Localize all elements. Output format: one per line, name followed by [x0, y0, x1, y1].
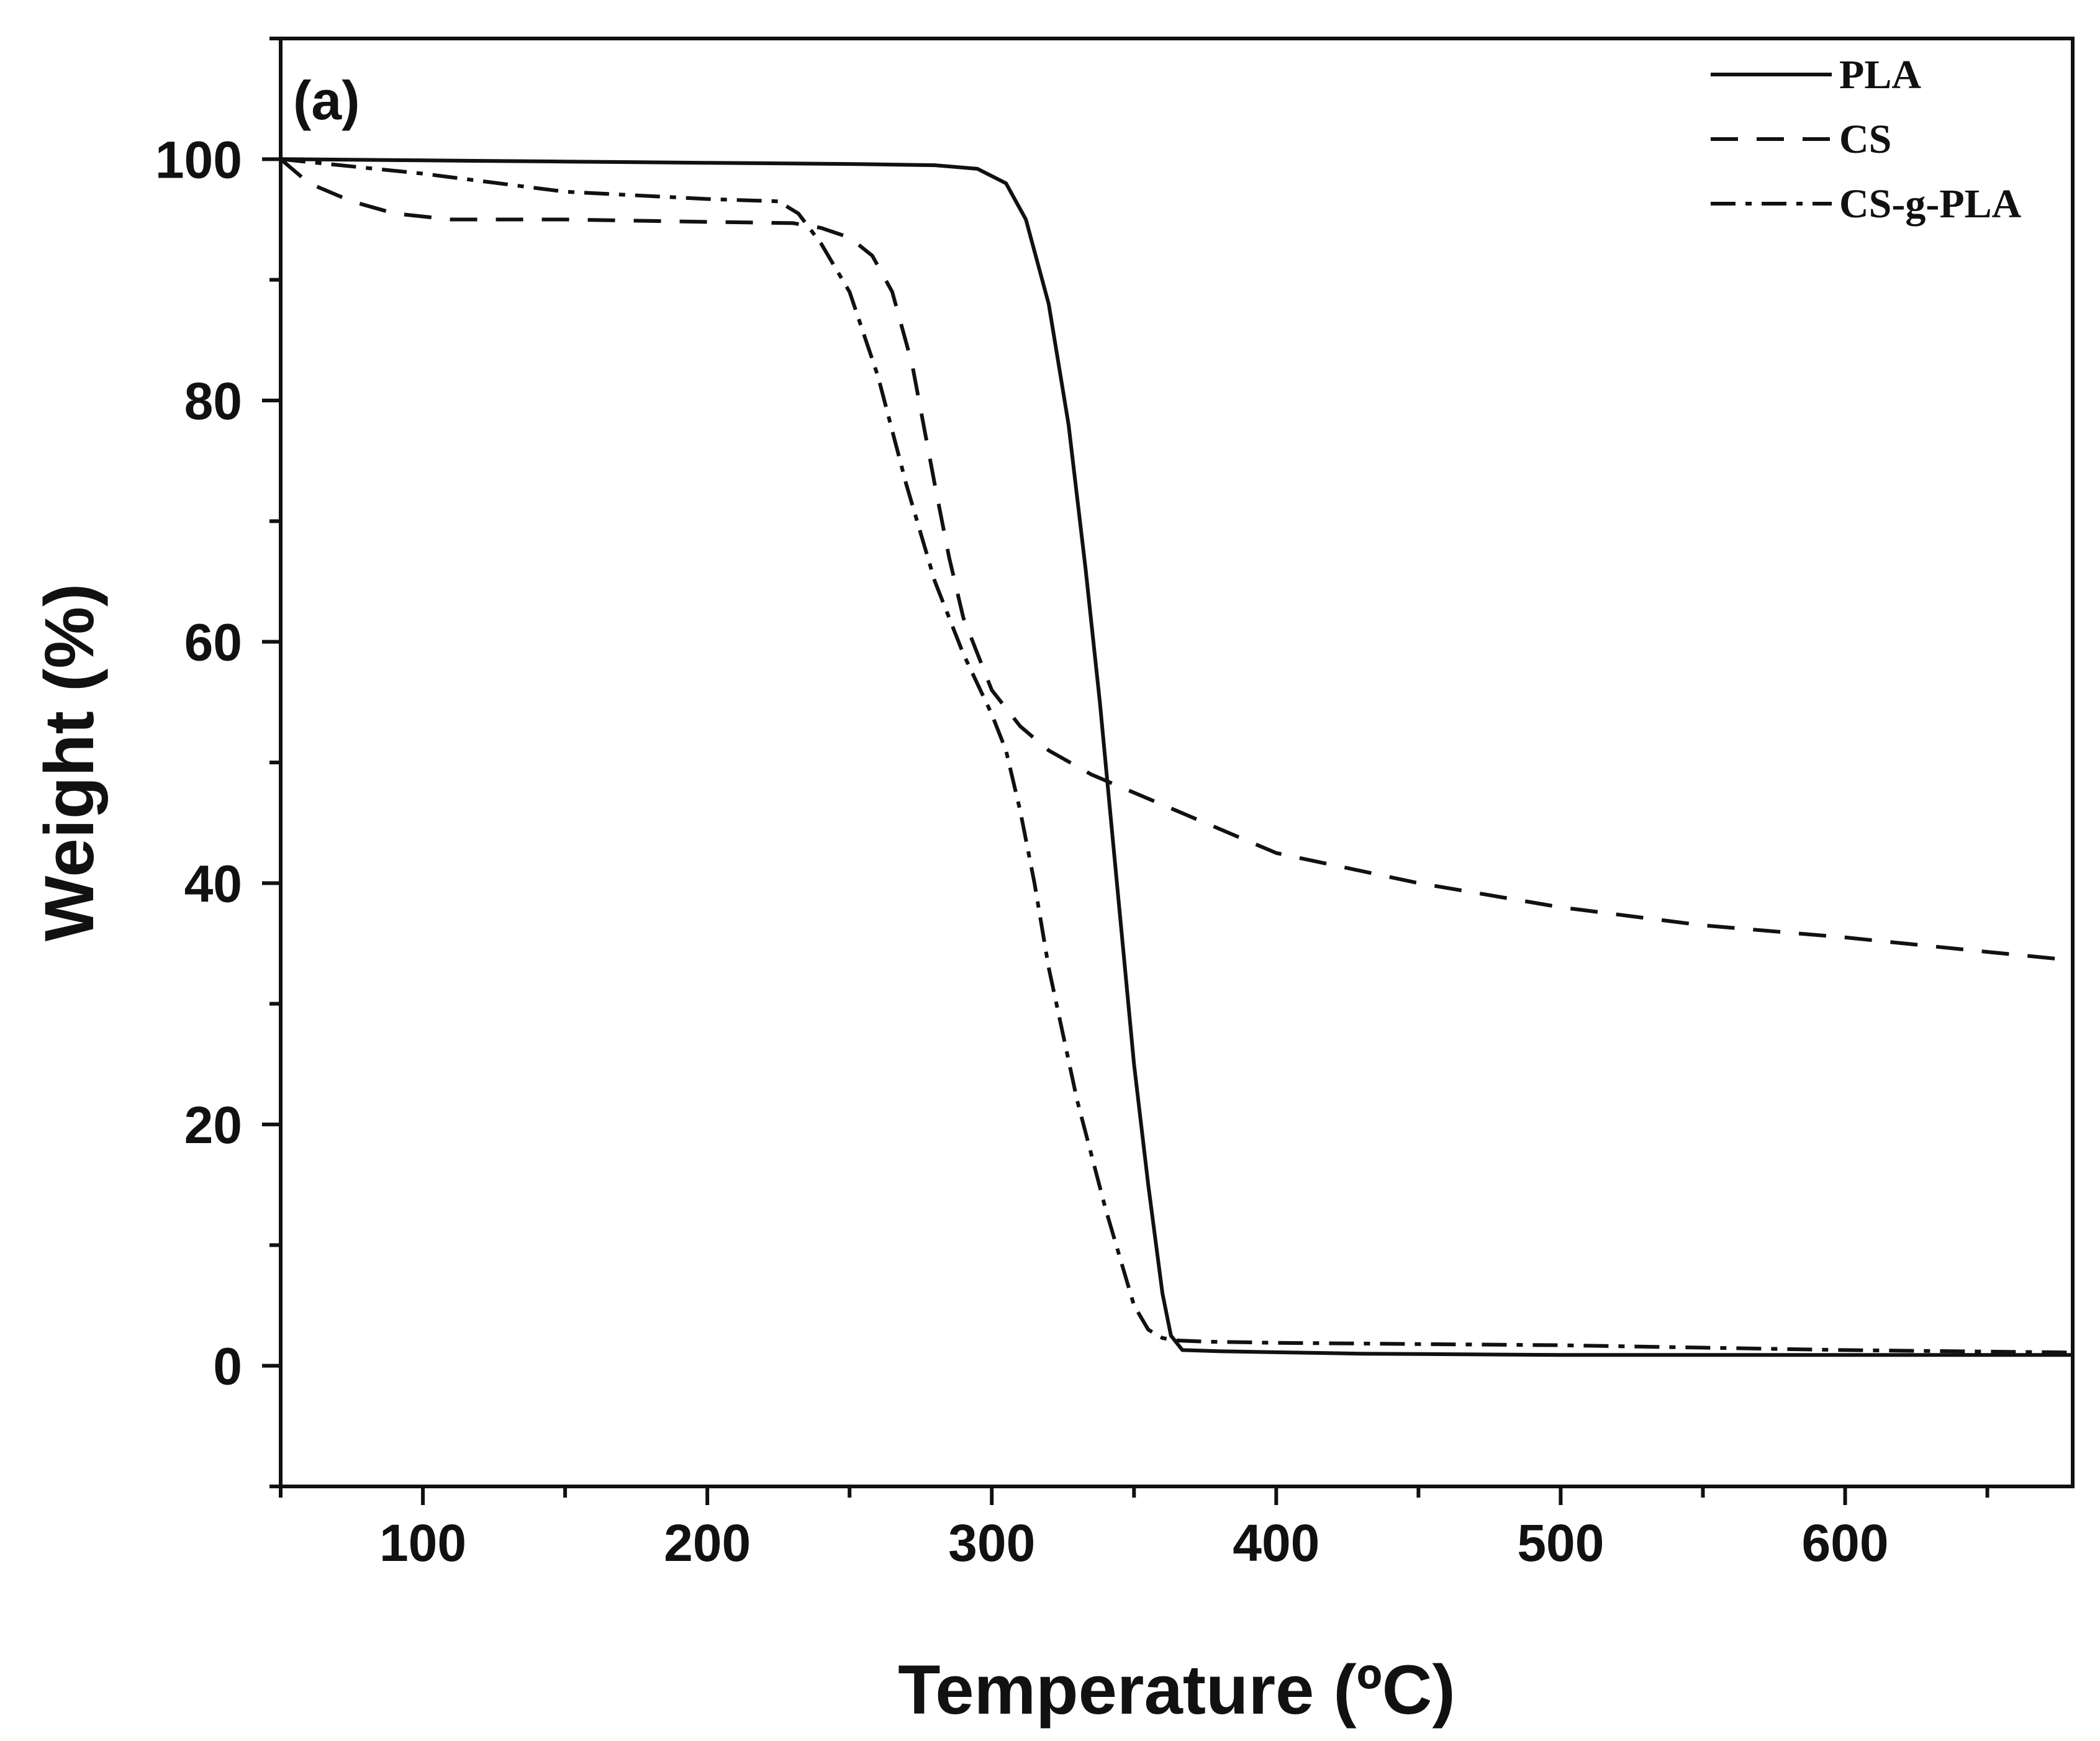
x-axis-title: Temperature (ºC) [898, 1651, 1455, 1729]
axes [279, 37, 2075, 1488]
x-tick-label: 200 [664, 1514, 751, 1572]
panel-label: (a) [293, 70, 360, 131]
series-lines [279, 157, 2073, 1357]
x-tick-label: 400 [1233, 1514, 1319, 1572]
y-tick-label: 80 [184, 372, 242, 430]
y-axis-title: Weight (%) [30, 584, 108, 942]
y-tick-label: 20 [184, 1096, 242, 1154]
legend-label: CS [1839, 117, 1891, 162]
ticks: 100 200 300 400 500 600 0 20 40 60 80 100 [155, 37, 1989, 1572]
x-tick-label: 100 [379, 1514, 466, 1572]
y-tick-label: 60 [184, 613, 242, 672]
x-tick-label: 600 [1801, 1514, 1888, 1572]
legend: PLA CS CS-g-PLA [1711, 52, 2022, 227]
y-tick-label: 0 [213, 1337, 242, 1396]
x-tick-label: 300 [948, 1514, 1035, 1572]
legend-label: PLA [1839, 52, 1921, 97]
y-tick-label: 100 [155, 130, 242, 189]
x-tick-label: 500 [1517, 1514, 1604, 1572]
y-tick-label: 40 [184, 854, 242, 913]
series-line-pla [280, 157, 2073, 1357]
plot-frame [279, 37, 2075, 1488]
legend-label: CS-g-PLA [1839, 181, 2022, 227]
series-line-cs-g-pla [280, 157, 2073, 1355]
series-line-cs [279, 158, 2073, 962]
